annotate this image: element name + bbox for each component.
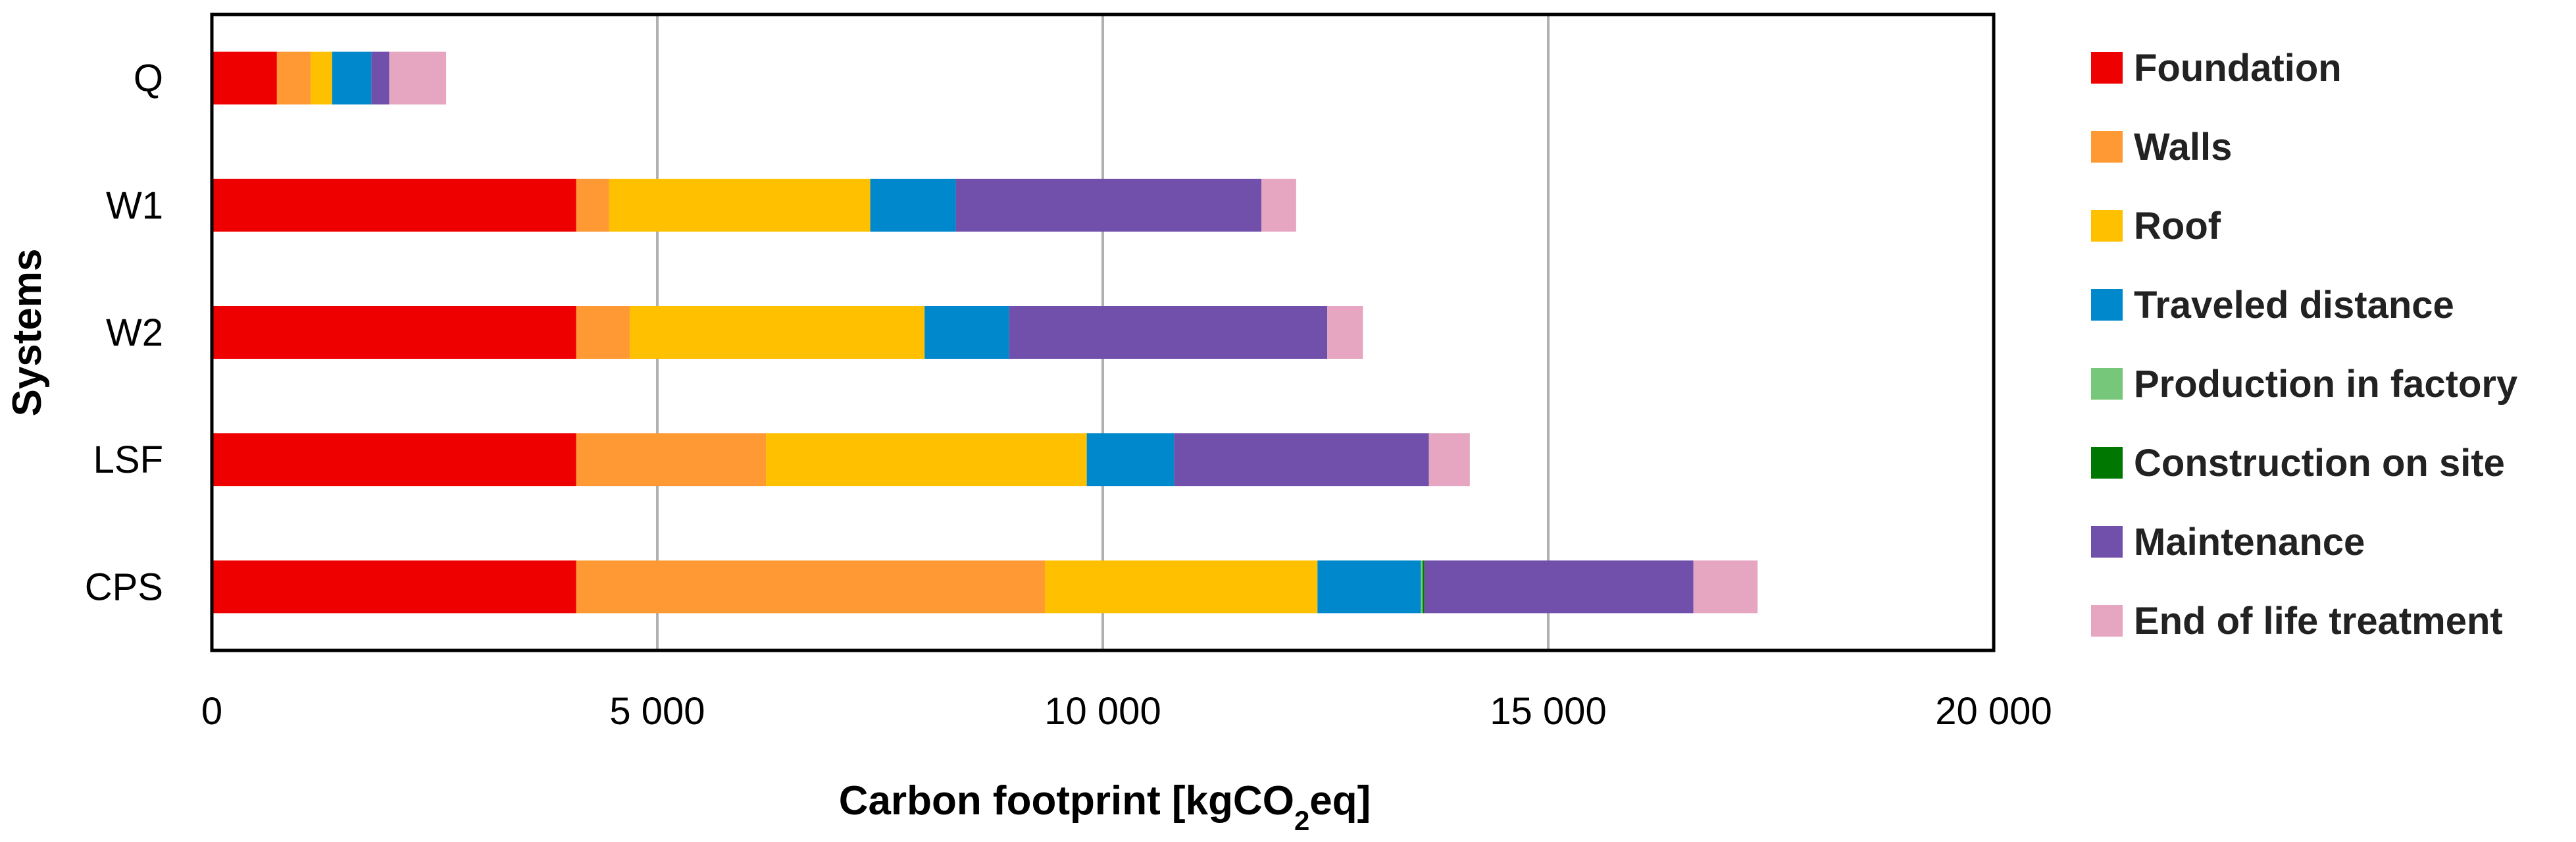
bar-segment-q-walls [276, 51, 311, 105]
legend-swatch [2091, 52, 2123, 84]
y-tick-labels: Q W1 W2 LSF CPS [85, 57, 163, 609]
legend-swatch [2091, 368, 2123, 400]
legend-label: Traveled distance [2134, 284, 2454, 327]
bar-segment-lsf-walls [576, 433, 767, 487]
y-tick-label: LSF [93, 438, 163, 481]
legend-swatch [2091, 131, 2123, 163]
legend-label: Construction on site [2134, 442, 2505, 485]
legend: Foundation Walls Roof Traveled distance Prod… [2091, 47, 2517, 643]
bar-segment-w1-traveled-distance [870, 178, 956, 232]
bar-segment-q-foundation [212, 51, 277, 105]
bar-segment-w1-walls [576, 178, 609, 232]
y-tick-label: Q [134, 57, 163, 100]
x-axis-title-part-1: Carbon footprint [kgCO [839, 778, 1294, 824]
bar-segment-cps-production-in-factory [1421, 560, 1423, 614]
bar-segment-q-traveled-distance [332, 51, 372, 105]
x-tick-labels: 0 5 000 10 000 15 000 20 000 [201, 690, 2052, 733]
bar-segment-w2-walls [576, 306, 630, 359]
bar-segment-cps-construction-on-site [1423, 560, 1425, 614]
bar-segment-lsf-end-of-life-treatment [1428, 433, 1470, 487]
bar-segment-w1-maintenance [955, 178, 1262, 232]
legend-label: Roof [2134, 205, 2221, 248]
bar-segment-w2-maintenance [1009, 306, 1328, 359]
x-tick-label: 15 000 [1490, 690, 1606, 733]
bar-segment-cps-traveled-distance [1317, 560, 1421, 614]
bar-segment-w1-roof [609, 178, 871, 232]
x-tick-label: 10 000 [1044, 690, 1161, 733]
legend-label: End of life treatment [2134, 600, 2503, 643]
y-tick-label: CPS [85, 566, 163, 608]
y-axis-title: Systems [5, 248, 50, 416]
x-tick-label: 0 [201, 690, 222, 733]
x-axis-title: Carbon footprint [kgCO2eq] [839, 778, 1371, 836]
y-tick-label: W2 [106, 311, 163, 354]
bar-segment-w2-roof [630, 306, 925, 359]
x-axis-title-subscript: 2 [1294, 805, 1309, 836]
bar-segment-cps-roof [1044, 560, 1318, 614]
bar-segment-q-roof [311, 51, 332, 105]
legend-label: Maintenance [2134, 521, 2365, 564]
bar-segment-lsf-maintenance [1174, 433, 1429, 487]
bar-segment-q-end-of-life-treatment [389, 51, 447, 105]
bar-segment-cps-maintenance [1424, 560, 1694, 614]
bar-segment-w2-end-of-life-treatment [1327, 306, 1363, 359]
bar-segment-cps-walls [576, 560, 1045, 614]
plot-area-frame [210, 13, 1996, 652]
bar-segment-w1-end-of-life-treatment [1261, 178, 1296, 232]
x-axis-title-part-2: eq] [1309, 778, 1371, 824]
x-tick-label: 20 000 [1935, 690, 2052, 733]
y-tick-label: W1 [106, 184, 163, 227]
legend-swatch [2091, 605, 2123, 637]
legend-label: Walls [2134, 126, 2232, 169]
bar-segment-lsf-traveled-distance [1086, 433, 1174, 487]
bar-segment-lsf-roof [766, 433, 1087, 487]
bars [212, 51, 1758, 614]
legend-swatch [2091, 447, 2123, 479]
bar-segment-w2-traveled-distance [924, 306, 1009, 359]
bar-segment-w2-foundation [212, 306, 576, 359]
legend-swatch [2091, 289, 2123, 321]
legend-label: Foundation [2134, 47, 2342, 90]
bar-segment-w1-foundation [212, 178, 576, 232]
bar-segment-cps-end-of-life-treatment [1693, 560, 1758, 614]
x-tick-label: 5 000 [609, 690, 705, 733]
legend-swatch [2091, 210, 2123, 242]
legend-swatch [2091, 526, 2123, 558]
bar-segment-cps-foundation [212, 560, 576, 614]
bar-segment-q-maintenance [371, 51, 390, 105]
legend-label: Production in factory [2134, 363, 2517, 406]
bar-segment-lsf-foundation [212, 433, 576, 487]
